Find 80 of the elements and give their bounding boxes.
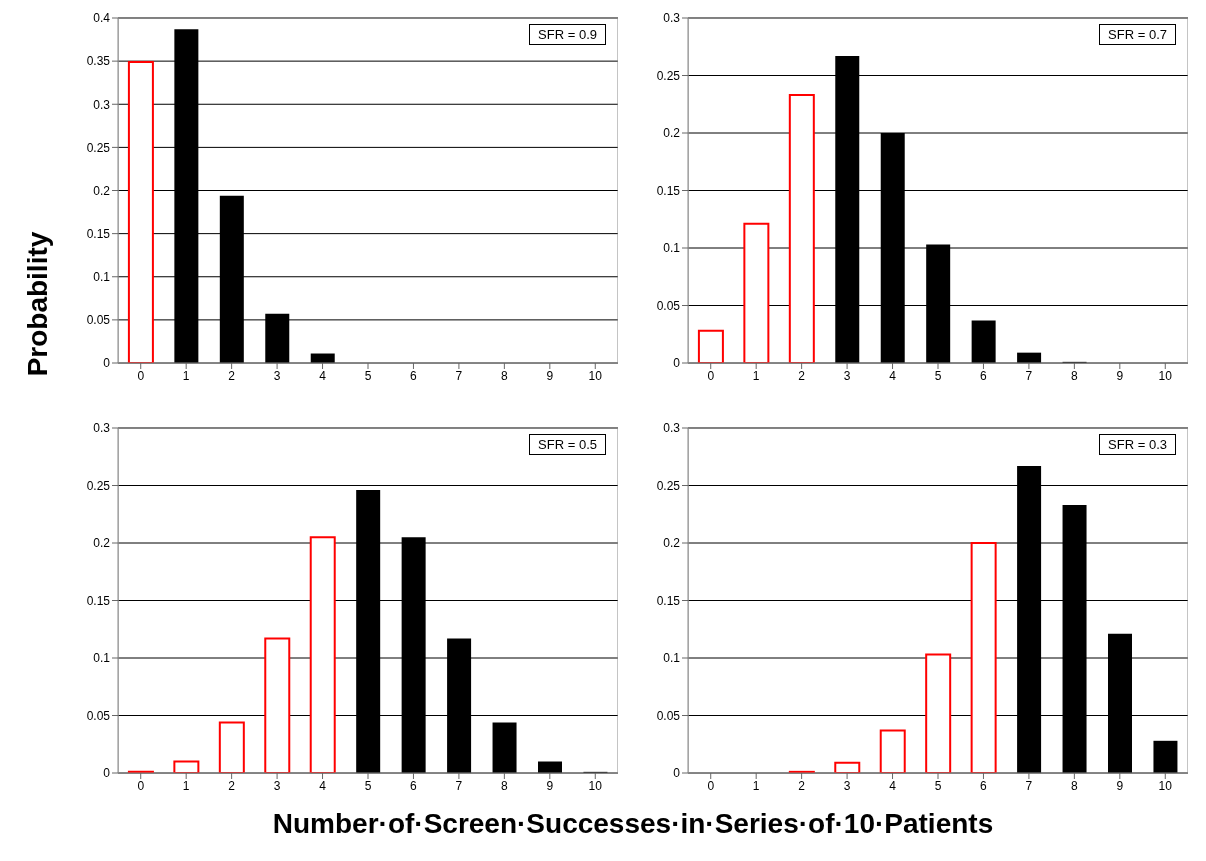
annotation: SFR = 0.7 xyxy=(1099,24,1176,45)
x-tick-label: 6 xyxy=(410,778,418,793)
x-tick-label: 2 xyxy=(228,778,236,793)
x-tick-label: 7 xyxy=(455,368,463,383)
x-axis-title: Number·of·Screen·Successes·in·Series·of·10·Patients xyxy=(271,808,995,840)
x-tick-label: 6 xyxy=(410,368,418,383)
y-tick-label: 0 xyxy=(673,766,681,781)
x-tick-label: 4 xyxy=(319,368,327,383)
y-tick-label: 0.2 xyxy=(93,183,111,198)
x-tick-label: 6 xyxy=(980,368,988,383)
y-tick-label: 0.1 xyxy=(663,241,681,256)
y-tick-label: 0.3 xyxy=(663,11,681,26)
y-tick-label: 0.05 xyxy=(86,313,111,328)
y-tick-label: 0.2 xyxy=(663,126,681,141)
x-tick-label: 1 xyxy=(752,368,760,383)
x-tick-label: 8 xyxy=(1071,778,1079,793)
x-tick-label: 7 xyxy=(1025,368,1033,383)
x-tick-label: 4 xyxy=(889,778,897,793)
y-tick-label: 0.15 xyxy=(656,183,681,198)
y-tick-label: 0.3 xyxy=(93,97,111,112)
x-tick-label: 5 xyxy=(364,368,372,383)
y-tick-label: 0.15 xyxy=(656,593,681,608)
annotation: SFR = 0.9 xyxy=(529,24,606,45)
x-tick-label: 10 xyxy=(588,778,603,793)
y-tick-label: 0 xyxy=(103,766,111,781)
x-tick-label: 1 xyxy=(752,778,760,793)
y-tick-label: 0.15 xyxy=(86,226,111,241)
x-tick-label: 3 xyxy=(273,368,281,383)
x-tick-label: 7 xyxy=(455,778,463,793)
y-tick-label: 0.1 xyxy=(663,651,681,666)
x-tick-label: 1 xyxy=(182,778,190,793)
x-tick-label: 0 xyxy=(137,778,145,793)
y-tick-label: 0.2 xyxy=(93,536,111,551)
x-tick-label: 0 xyxy=(707,368,715,383)
x-tick-label: 3 xyxy=(843,778,851,793)
y-tick-label: 0.2 xyxy=(663,536,681,551)
y-tick-label: 0.15 xyxy=(86,593,111,608)
x-tick-label: 9 xyxy=(546,368,554,383)
x-tick-label: 6 xyxy=(980,778,988,793)
x-tick-label: 9 xyxy=(1116,368,1124,383)
x-tick-label: 2 xyxy=(798,368,806,383)
y-tick-label: 0.35 xyxy=(86,54,111,69)
y-tick-label: 0.25 xyxy=(656,478,681,493)
x-tick-label: 1 xyxy=(182,368,190,383)
x-tick-label: 10 xyxy=(588,368,603,383)
x-tick-label: 2 xyxy=(228,368,236,383)
x-tick-label: 3 xyxy=(273,778,281,793)
y-tick-label: 0.4 xyxy=(93,11,111,26)
x-tick-label: 4 xyxy=(319,778,327,793)
y-tick-label: 0.05 xyxy=(656,708,681,723)
x-tick-label: 8 xyxy=(501,368,509,383)
y-tick-label: 0 xyxy=(103,356,111,371)
y-tick-label: 0.25 xyxy=(656,68,681,83)
y-tick-label: 0.05 xyxy=(656,298,681,313)
y-tick-label: 0.25 xyxy=(86,478,111,493)
x-tick-label: 5 xyxy=(934,368,942,383)
annotation: SFR = 0.3 xyxy=(1099,434,1176,455)
x-tick-label: 9 xyxy=(546,778,554,793)
x-tick-label: 7 xyxy=(1025,778,1033,793)
y-tick-label: 0.1 xyxy=(93,270,111,285)
y-axis-title: Probability xyxy=(22,230,54,379)
y-tick-label: 0.05 xyxy=(86,708,111,723)
x-tick-label: 0 xyxy=(707,778,715,793)
x-tick-label: 5 xyxy=(934,778,942,793)
y-tick-label: 0.25 xyxy=(86,140,111,155)
y-tick-label: 0.3 xyxy=(93,421,111,436)
x-tick-label: 10 xyxy=(1158,778,1173,793)
x-tick-label: 4 xyxy=(889,368,897,383)
y-tick-label: 0.3 xyxy=(663,421,681,436)
x-tick-label: 0 xyxy=(137,368,145,383)
x-tick-label: 2 xyxy=(798,778,806,793)
x-tick-label: 9 xyxy=(1116,778,1124,793)
x-tick-label: 3 xyxy=(843,368,851,383)
y-tick-label: 0 xyxy=(673,356,681,371)
x-tick-label: 5 xyxy=(364,778,372,793)
y-tick-label: 0.1 xyxy=(93,651,111,666)
x-tick-label: 8 xyxy=(501,778,509,793)
annotation: SFR = 0.5 xyxy=(529,434,606,455)
x-tick-label: 10 xyxy=(1158,368,1173,383)
x-tick-label: 8 xyxy=(1071,368,1079,383)
